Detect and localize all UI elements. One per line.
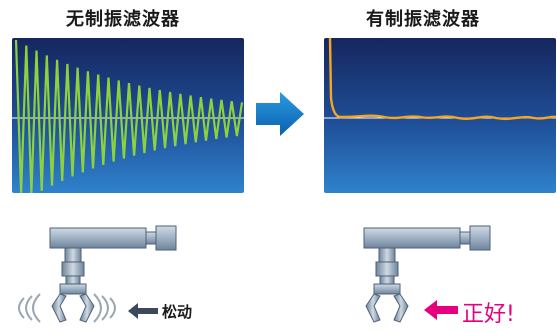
- vibration-lines-icon: [93, 293, 116, 323]
- damped-waveform: [328, 38, 556, 121]
- left-caption: 松动: [162, 303, 193, 321]
- robot-arm-icon: [363, 225, 491, 323]
- arrow-left-icon: [128, 303, 158, 319]
- oscillating-waveform: [14, 39, 244, 193]
- robot-arm-icon: [49, 225, 177, 323]
- right-caption: 正好!: [462, 302, 515, 327]
- left-waveform-chart: [12, 38, 244, 193]
- arrow-left-icon: [424, 300, 458, 320]
- right-waveform-chart: [324, 38, 556, 193]
- left-waveform-panel: [12, 38, 244, 193]
- left-title: 无制振滤波器: [66, 9, 180, 30]
- arrow-right-icon: [256, 92, 304, 136]
- right-title: 有制振滤波器: [366, 9, 480, 30]
- vibration-lines-icon: [18, 293, 41, 323]
- right-waveform-panel: [324, 38, 556, 193]
